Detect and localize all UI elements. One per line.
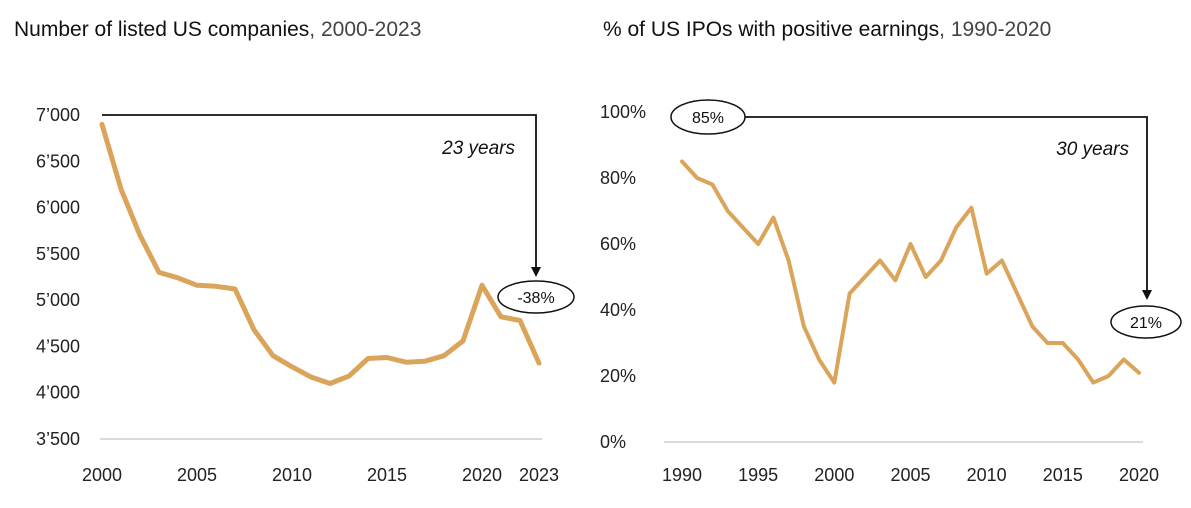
x-tick-label: 2015 [1043, 465, 1083, 485]
y-tick-label: 20% [600, 366, 636, 386]
series-line-0 [99, 121, 542, 386]
y-tick-label: 6’500 [36, 151, 80, 171]
annotation-bracket [102, 114, 541, 277]
y-tick-label: 40% [600, 300, 636, 320]
change-callout-bubble [497, 280, 575, 314]
x-tick-label: 2020 [462, 465, 502, 485]
end-callout-label: 21% [1130, 315, 1162, 332]
chart-title-ipo-earnings: % of US IPOs with positive earnings, 199… [603, 18, 1052, 41]
x-tick-label: 2020 [1119, 465, 1159, 485]
annotation-bracket [745, 116, 1152, 300]
chart-subtitle: 2000-2023 [320, 18, 422, 41]
y-tick-label: 4’500 [36, 336, 80, 356]
end-callout-bubble [1110, 305, 1182, 339]
change-callout-label: -38% [517, 290, 554, 307]
chart-title-listed-companies: Number of listed US companies, 2000-2023 [14, 18, 422, 41]
x-tick-label: 2005 [890, 465, 930, 485]
start-callout-bubble [670, 99, 746, 135]
x-tick-label: 2000 [82, 465, 122, 485]
chart-listed-companies: 3’500 4’000 4’500 5’000 5’500 6’000 6’500 7’000… [36, 105, 575, 485]
y-tick-label: 4’000 [36, 383, 80, 403]
x-tick-label: 2010 [967, 465, 1007, 485]
y-tick-label: 100% [600, 102, 646, 122]
x-tick-label: 1995 [738, 465, 778, 485]
chart-title-text: Number of listed US companies [14, 18, 310, 41]
y-tick-label: 5’000 [36, 290, 80, 310]
y-tick-label: 0% [600, 432, 626, 452]
x-tick-label: 1990 [662, 465, 702, 485]
y-tick-label: 3’500 [36, 429, 80, 449]
y-tick-label: 5’500 [36, 244, 80, 264]
start-callout-label: 85% [692, 110, 724, 127]
y-tick-label: 6’000 [36, 198, 80, 218]
annotation-duration-label: 23 years [441, 138, 515, 159]
series-line-0 [680, 159, 1141, 385]
chart-subtitle: 1990-2020 [950, 18, 1052, 41]
y-tick-label: 60% [600, 234, 636, 254]
x-tick-label: 2023 [519, 465, 559, 485]
y-tick-label: 80% [600, 168, 636, 188]
x-tick-label: 2010 [272, 465, 312, 485]
x-tick-label: 2005 [177, 465, 217, 485]
chart-ipo-positive-earnings: 0% 20% 40% 60% 80% 100% 1990 1995 2000 2005 2010 20… [600, 99, 1182, 485]
annotation-duration-label: 30 years [1056, 139, 1129, 160]
chart-title-text: % of US IPOs with positive earnings [603, 18, 940, 41]
x-tick-label: 2000 [814, 465, 854, 485]
x-tick-label: 2015 [367, 465, 407, 485]
y-tick-label: 7’000 [36, 105, 80, 125]
